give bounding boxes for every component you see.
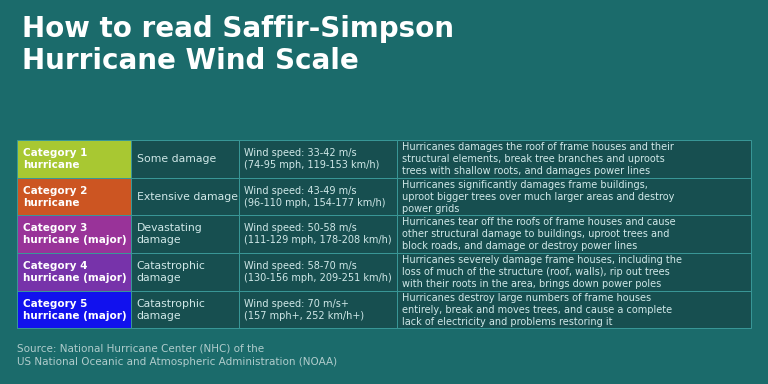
Text: Catastrophic
damage: Catastrophic damage	[137, 261, 206, 283]
FancyBboxPatch shape	[397, 215, 751, 253]
Text: Hurricanes damages the roof of frame houses and their
structural elements, break: Hurricanes damages the roof of frame hou…	[402, 142, 674, 176]
Text: Catastrophic
damage: Catastrophic damage	[137, 298, 206, 321]
Text: Wind speed: 33-42 m/s
(74-95 mph, 119-153 km/h): Wind speed: 33-42 m/s (74-95 mph, 119-15…	[244, 148, 379, 170]
Text: Hurricanes significantly damages frame buildings,
uproot bigger trees over much : Hurricanes significantly damages frame b…	[402, 180, 674, 214]
FancyBboxPatch shape	[397, 253, 751, 291]
Text: Extensive damage: Extensive damage	[137, 192, 238, 202]
Text: Category 5
hurricane (major): Category 5 hurricane (major)	[23, 298, 127, 321]
FancyBboxPatch shape	[17, 291, 131, 328]
Text: How to read Saffir-Simpson
Hurricane Wind Scale: How to read Saffir-Simpson Hurricane Win…	[22, 15, 453, 74]
Text: Category 3
hurricane (major): Category 3 hurricane (major)	[23, 223, 127, 245]
FancyBboxPatch shape	[131, 178, 240, 215]
FancyBboxPatch shape	[131, 215, 240, 253]
FancyBboxPatch shape	[131, 140, 240, 178]
Text: Category 1
hurricane: Category 1 hurricane	[23, 148, 88, 170]
Text: Category 4
hurricane (major): Category 4 hurricane (major)	[23, 261, 127, 283]
FancyBboxPatch shape	[240, 178, 397, 215]
FancyBboxPatch shape	[17, 215, 131, 253]
FancyBboxPatch shape	[397, 140, 751, 178]
FancyBboxPatch shape	[131, 291, 240, 328]
FancyBboxPatch shape	[240, 215, 397, 253]
FancyBboxPatch shape	[397, 291, 751, 328]
FancyBboxPatch shape	[240, 253, 397, 291]
Text: Hurricanes severely damage frame houses, including the
loss of much of the struc: Hurricanes severely damage frame houses,…	[402, 255, 682, 289]
Text: Wind speed: 43-49 m/s
(96-110 mph, 154-177 km/h): Wind speed: 43-49 m/s (96-110 mph, 154-1…	[244, 185, 386, 208]
Text: Devastating
damage: Devastating damage	[137, 223, 203, 245]
FancyBboxPatch shape	[17, 253, 131, 291]
FancyBboxPatch shape	[17, 140, 131, 178]
FancyBboxPatch shape	[240, 291, 397, 328]
FancyBboxPatch shape	[131, 253, 240, 291]
Text: Some damage: Some damage	[137, 154, 216, 164]
FancyBboxPatch shape	[240, 140, 397, 178]
FancyBboxPatch shape	[397, 178, 751, 215]
Text: Wind speed: 70 m/s+
(157 mph+, 252 km/h+): Wind speed: 70 m/s+ (157 mph+, 252 km/h+…	[244, 298, 364, 321]
Text: Wind speed: 58-70 m/s
(130-156 mph, 209-251 km/h): Wind speed: 58-70 m/s (130-156 mph, 209-…	[244, 261, 392, 283]
Text: Source: National Hurricane Center (NHC) of the
US National Oceanic and Atmospher: Source: National Hurricane Center (NHC) …	[17, 344, 337, 367]
Text: Wind speed: 50-58 m/s
(111-129 mph, 178-208 km/h): Wind speed: 50-58 m/s (111-129 mph, 178-…	[244, 223, 392, 245]
Text: Hurricanes tear off the roofs of frame houses and cause
other structural damage : Hurricanes tear off the roofs of frame h…	[402, 217, 675, 251]
FancyBboxPatch shape	[17, 178, 131, 215]
Text: Hurricanes destroy large numbers of frame houses
entirely, break and moves trees: Hurricanes destroy large numbers of fram…	[402, 293, 672, 326]
Text: Category 2
hurricane: Category 2 hurricane	[23, 185, 88, 208]
